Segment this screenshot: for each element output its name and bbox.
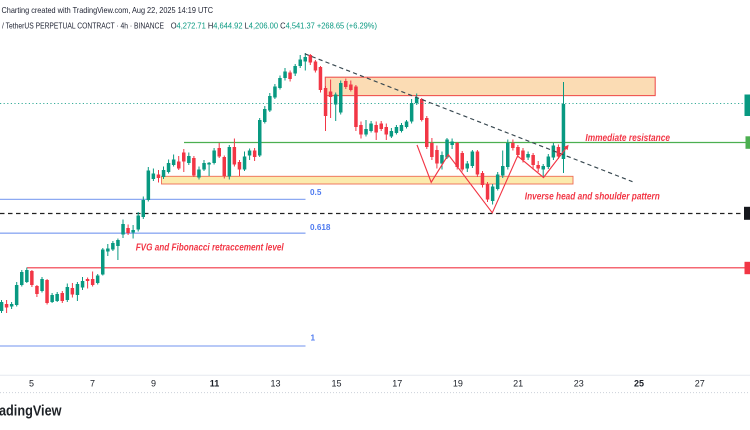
svg-text:17: 17 xyxy=(392,378,402,388)
svg-text:21: 21 xyxy=(513,378,523,388)
svg-text:adingView: adingView xyxy=(0,403,62,420)
svg-text:1: 1 xyxy=(311,333,316,342)
svg-text:5: 5 xyxy=(29,378,34,388)
svg-text:Charting created with TradingV: Charting created with TradingView.com, A… xyxy=(2,6,214,15)
svg-text:Inverse head and shoulder patt: Inverse head and shoulder pattern xyxy=(525,192,660,203)
svg-text:O4,272.71 H4,644.92 L4,206.00: O4,272.71 H4,644.92 L4,206.00 C4,541.37 … xyxy=(171,21,378,30)
svg-text:23: 23 xyxy=(574,378,584,388)
svg-text:0.618: 0.618 xyxy=(310,223,331,232)
svg-text:Immediate resistance: Immediate resistance xyxy=(585,133,670,144)
svg-text:7: 7 xyxy=(90,378,95,388)
svg-text:19: 19 xyxy=(453,378,463,388)
svg-text:25: 25 xyxy=(634,378,644,388)
svg-text:/ TetherUS PERPETUAL CONTRACT: / TetherUS PERPETUAL CONTRACT · 4h · BIN… xyxy=(2,21,164,30)
svg-text:15: 15 xyxy=(331,378,341,388)
svg-text:0.5: 0.5 xyxy=(310,188,322,197)
svg-text:FVG and Fibonacci retraccement: FVG and Fibonacci retraccement level xyxy=(136,243,284,254)
svg-text:9: 9 xyxy=(151,378,156,388)
svg-text:13: 13 xyxy=(270,378,280,388)
svg-text:27: 27 xyxy=(695,378,705,388)
svg-text:11: 11 xyxy=(210,378,220,388)
